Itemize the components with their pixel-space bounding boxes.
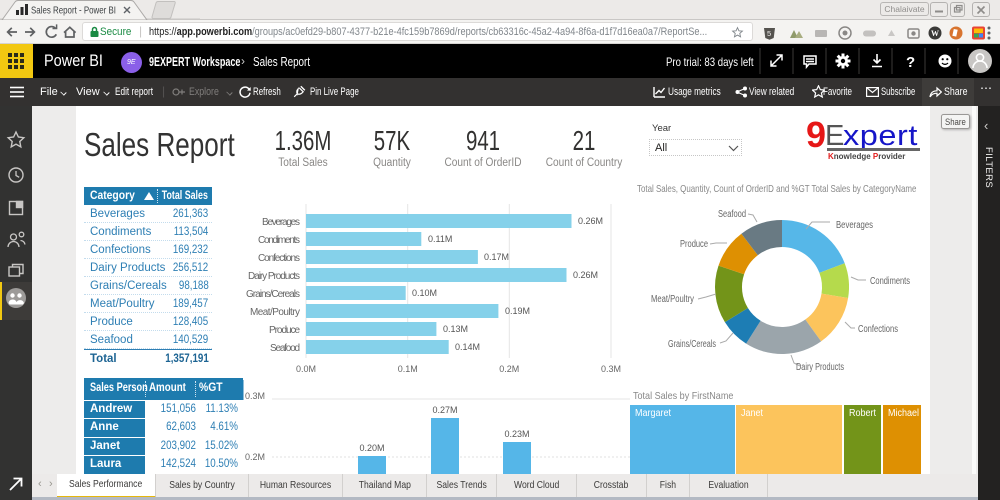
svg-text:0.26M: 0.26M bbox=[573, 270, 598, 280]
svg-text:Beverages: Beverages bbox=[262, 217, 300, 228]
svg-text:Meat/Poultry: Meat/Poultry bbox=[651, 294, 694, 305]
svg-text:0.13M: 0.13M bbox=[443, 324, 468, 334]
svg-text:0.10M: 0.10M bbox=[412, 288, 437, 298]
svg-text:Confections: Confections bbox=[258, 253, 300, 264]
svg-text:0.3M: 0.3M bbox=[245, 391, 265, 401]
svg-text:Meat/Poultry: Meat/Poultry bbox=[250, 307, 300, 318]
svg-text:0.1M: 0.1M bbox=[398, 364, 418, 374]
svg-text:Grains/Cereals: Grains/Cereals bbox=[668, 339, 716, 350]
svg-text:Condiments: Condiments bbox=[258, 235, 300, 246]
svg-text:0.3M: 0.3M bbox=[601, 364, 621, 374]
svg-text:Condiments: Condiments bbox=[870, 276, 910, 287]
svg-text:0.27M: 0.27M bbox=[432, 405, 457, 415]
svg-text:Produce: Produce bbox=[269, 325, 300, 336]
svg-text:?: ? bbox=[906, 54, 915, 71]
svg-text:W: W bbox=[931, 29, 939, 38]
svg-text:0.17M: 0.17M bbox=[484, 252, 509, 262]
svg-text:Seafood: Seafood bbox=[270, 343, 300, 354]
svg-text:0.19M: 0.19M bbox=[505, 306, 530, 316]
svg-text:0.2M: 0.2M bbox=[245, 452, 265, 462]
svg-text:Seafood: Seafood bbox=[718, 209, 746, 220]
svg-text:Produce: Produce bbox=[680, 239, 708, 250]
svg-text:0.11M: 0.11M bbox=[428, 234, 452, 244]
svg-text:Sales Report - Power BI: Sales Report - Power BI bbox=[31, 5, 116, 17]
svg-text:0.26M: 0.26M bbox=[578, 216, 603, 226]
svg-text:0.23M: 0.23M bbox=[504, 429, 529, 439]
svg-text:5: 5 bbox=[767, 29, 771, 38]
svg-text:Confections: Confections bbox=[858, 324, 898, 335]
svg-text:0.20M: 0.20M bbox=[359, 443, 384, 453]
svg-text:0.2M: 0.2M bbox=[499, 364, 519, 374]
svg-text:0.0M: 0.0M bbox=[296, 364, 316, 374]
svg-text:Dairy Products: Dairy Products bbox=[796, 362, 844, 373]
svg-text:0.14M: 0.14M bbox=[455, 342, 480, 352]
svg-text:Grains/Cereals: Grains/Cereals bbox=[246, 289, 300, 300]
svg-text:Dairy Products: Dairy Products bbox=[248, 271, 300, 282]
svg-text:Beverages: Beverages bbox=[836, 220, 873, 231]
